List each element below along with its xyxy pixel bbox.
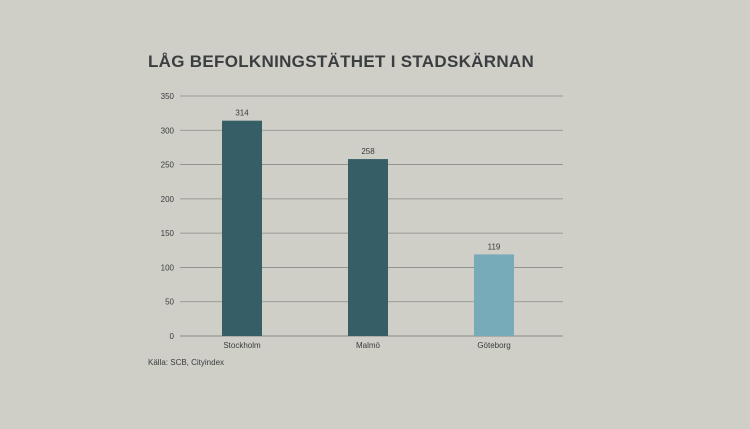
- data-label: 314: [235, 109, 249, 118]
- y-tick-label: 0: [170, 332, 175, 341]
- x-axis-labels: Stockholm Malmö Göteborg: [223, 341, 510, 350]
- x-tick-label: Stockholm: [223, 341, 261, 350]
- bars: [222, 120, 514, 336]
- x-tick-label: Malmö: [356, 341, 381, 350]
- y-axis-ticks: 0 50 100 150 200 250 300 350: [161, 92, 175, 341]
- data-labels: 314 258 119: [235, 109, 501, 252]
- y-tick-label: 300: [161, 126, 175, 135]
- y-tick-label: 350: [161, 92, 175, 101]
- y-tick-label: 250: [161, 161, 175, 170]
- y-tick-label: 100: [161, 263, 175, 272]
- y-tick-label: 200: [161, 195, 175, 204]
- bar-göteborg: [474, 254, 514, 336]
- bar-stockholm: [222, 120, 262, 336]
- bar-malmö: [348, 159, 388, 336]
- source-note: Källa: SCB, Cityindex: [148, 358, 225, 367]
- chart-title: LÅG BEFOLKNINGSTÄTHET I STADSKÄRNAN: [148, 52, 535, 71]
- y-tick-label: 50: [165, 298, 174, 307]
- x-tick-label: Göteborg: [477, 341, 510, 350]
- y-tick-label: 150: [161, 229, 175, 238]
- data-label: 258: [361, 147, 375, 156]
- data-label: 119: [488, 242, 501, 251]
